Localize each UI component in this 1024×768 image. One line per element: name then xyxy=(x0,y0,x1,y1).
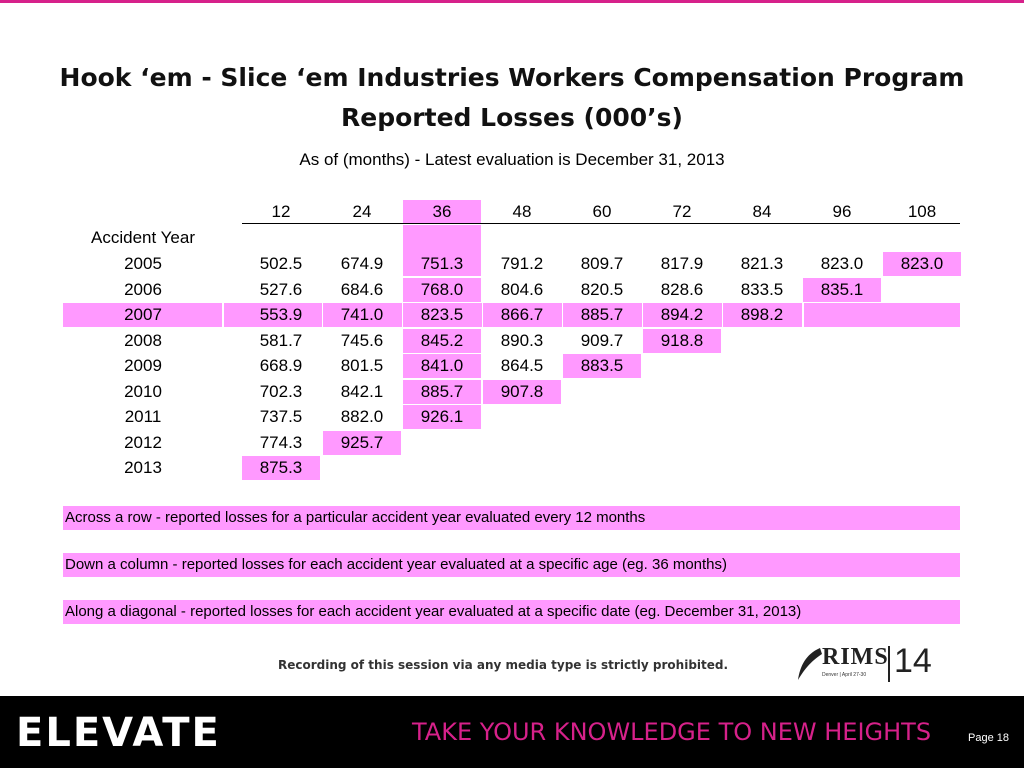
age-header-12: 12 xyxy=(271,202,291,221)
loss-value-cell: 684.6 xyxy=(340,279,384,299)
latest-diagonal-cell: 898.2 xyxy=(723,303,801,327)
loss-value-cell: 527.6 xyxy=(259,279,303,299)
loss-value-cell: 820.5 xyxy=(580,279,624,299)
age-header-96: 96 xyxy=(832,202,852,221)
loss-value-cell: 668.9 xyxy=(259,356,303,375)
elevate-logo: ELEVATE xyxy=(16,710,221,756)
loss-value-cell: 581.7 xyxy=(259,330,303,350)
accident-year-2010: 2010 xyxy=(124,381,162,401)
age-header-60: 60 xyxy=(592,202,612,221)
loss-value-cell: 864.5 xyxy=(500,356,544,375)
rims-logo-year: 14 xyxy=(894,642,932,680)
loss-value-cell: 737.5 xyxy=(259,407,303,426)
loss-value-cell: 823.5 xyxy=(403,303,481,327)
accident-year-2006: 2006 xyxy=(124,279,162,299)
loss-value-cell: 553.9 xyxy=(242,303,320,327)
recording-notice: Recording of this session via any media … xyxy=(278,658,729,672)
latest-diagonal-cell: 835.1 xyxy=(803,277,881,302)
age-header-72: 72 xyxy=(672,202,692,221)
age-header-24: 24 xyxy=(352,202,372,221)
loss-value-cell: 885.7 xyxy=(403,379,481,404)
rims-logo: RIMS Denver | April 27-30 14 xyxy=(796,642,936,686)
loss-value-cell: 768.0 xyxy=(403,277,481,302)
loss-value-cell: 894.2 xyxy=(643,303,721,327)
loss-value-cell: 866.7 xyxy=(483,303,561,327)
row-band-divider xyxy=(802,303,804,327)
age-header-84: 84 xyxy=(752,202,772,221)
latest-diagonal-cell: 918.8 xyxy=(643,328,721,353)
loss-value-cell: 845.2 xyxy=(403,328,481,353)
latest-diagonal-cell: 875.3 xyxy=(242,456,320,480)
title-line-1: Hook ‘em - Slice ‘em Industries Workers … xyxy=(59,63,965,92)
note-along-diagonal: Along a diagonal - reported losses for e… xyxy=(63,600,960,624)
loss-value-cell: 745.6 xyxy=(340,330,384,350)
loss-value-cell: 841.0 xyxy=(403,354,481,378)
highlighted-column-filler xyxy=(403,225,481,252)
loss-value-cell: 909.7 xyxy=(580,330,624,350)
loss-value-cell: 774.3 xyxy=(259,432,303,452)
age-header-36: 36 xyxy=(403,200,481,224)
age-header-48: 48 xyxy=(512,202,532,221)
accident-year-2013: 2013 xyxy=(124,458,162,477)
latest-diagonal-cell: 883.5 xyxy=(563,354,641,378)
loss-value-cell: 890.3 xyxy=(500,330,544,350)
loss-value-cell: 809.7 xyxy=(580,254,624,273)
title-line-2: Reported Losses (000’s) xyxy=(341,103,683,132)
rims-swoosh-icon xyxy=(798,648,822,680)
accident-year-2009: 2009 xyxy=(124,356,162,375)
loss-value-cell: 702.3 xyxy=(259,381,303,401)
loss-value-cell: 828.6 xyxy=(660,279,704,299)
loss-value-cell: 823.0 xyxy=(820,254,864,273)
loss-value-cell: 833.5 xyxy=(740,279,784,299)
accident-year-2011: 2011 xyxy=(124,407,162,426)
accident-year-2007: 2007 xyxy=(124,305,162,324)
rims-logo-sub: Denver | April 27-30 xyxy=(822,672,867,678)
note-down-column: Down a column - reported losses for each… xyxy=(63,553,960,577)
latest-diagonal-cell: 925.7 xyxy=(323,430,401,455)
loss-value-cell: 741.0 xyxy=(323,303,401,327)
loss-value-cell: 751.3 xyxy=(403,252,481,276)
rims-logo-divider xyxy=(888,646,890,682)
subtitle: As of (months) - Latest evaluation is De… xyxy=(299,150,725,169)
header-underline xyxy=(242,223,960,224)
loss-value-cell: 801.5 xyxy=(340,356,384,375)
page-title: Hook ‘em - Slice ‘em Industries Workers … xyxy=(30,58,994,138)
accident-year-2005: 2005 xyxy=(124,254,162,273)
latest-diagonal-cell: 926.1 xyxy=(403,405,481,429)
latest-diagonal-cell: 823.0 xyxy=(883,252,961,276)
loss-value-cell: 882.0 xyxy=(340,407,384,426)
loss-value-cell: 885.7 xyxy=(563,303,641,327)
loss-value-cell: 842.1 xyxy=(340,381,384,401)
page-number: Page 18 xyxy=(968,732,1009,744)
loss-value-cell: 804.6 xyxy=(500,279,544,299)
loss-value-cell: 674.9 xyxy=(340,254,384,273)
loss-value-cell: 821.3 xyxy=(740,254,784,273)
latest-diagonal-cell: 907.8 xyxy=(483,379,561,404)
top-accent-rule xyxy=(0,0,1024,3)
loss-value-cell: 791.2 xyxy=(500,254,544,273)
row-band-divider xyxy=(222,303,224,327)
accident-year-2008: 2008 xyxy=(124,330,162,350)
accident-year-header: Accident Year xyxy=(91,228,195,247)
bottom-banner: ELEVATE TAKE YOUR KNOWLEDGE TO NEW HEIGH… xyxy=(0,696,1024,768)
banner-tagline: TAKE YOUR KNOWLEDGE TO NEW HEIGHTS xyxy=(412,718,932,746)
loss-value-cell: 817.9 xyxy=(660,254,704,273)
rims-logo-text: RIMS xyxy=(822,644,889,670)
loss-value-cell: 502.5 xyxy=(259,254,303,273)
age-header-108: 108 xyxy=(907,202,937,221)
accident-year-2012: 2012 xyxy=(124,432,162,452)
note-across-row: Across a row - reported losses for a par… xyxy=(63,506,960,530)
